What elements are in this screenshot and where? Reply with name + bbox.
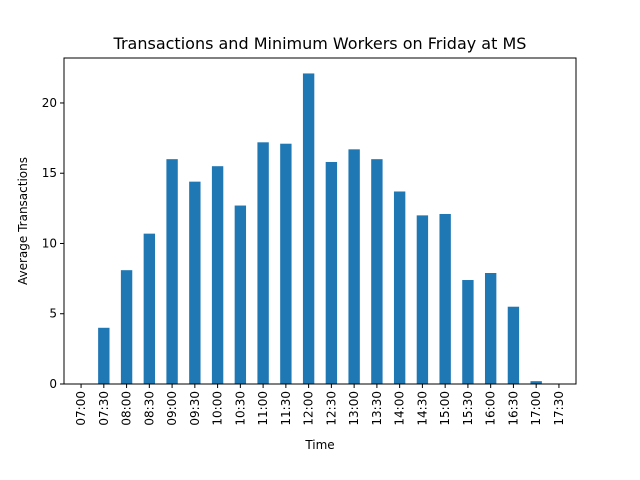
bar-1530	[462, 280, 474, 384]
chart-title: Transactions and Minimum Workers on Frid…	[113, 34, 527, 53]
y-tick-label: 20	[42, 96, 57, 110]
bars-group	[98, 73, 542, 384]
x-tick-label: 13:00	[347, 391, 361, 426]
bar-0730	[98, 327, 110, 384]
x-tick-label: 10:30	[233, 391, 247, 426]
y-ticks-group: 0 5 10 15 20	[42, 96, 64, 391]
x-tick-label: 14:30	[415, 391, 429, 426]
y-tick-label: 0	[49, 377, 57, 391]
x-tick-label: 09:30	[188, 391, 202, 426]
bar-1130	[280, 143, 292, 384]
bar-1100	[257, 142, 269, 384]
x-tick-label: 15:00	[438, 391, 452, 426]
bar-1200	[302, 73, 315, 384]
x-tick-label: 13:30	[370, 391, 384, 426]
x-tick-label: 10:00	[211, 391, 225, 426]
x-tick-label: 11:30	[279, 391, 293, 426]
x-tick-label: 15:30	[461, 391, 475, 426]
x-tick-label: 09:00	[165, 391, 179, 426]
bar-1630	[507, 306, 520, 384]
bar-1000	[211, 166, 224, 384]
x-tick-label: 17:00	[529, 391, 543, 426]
bar-1230	[325, 161, 338, 384]
bar-1400	[393, 191, 406, 384]
plot-frame	[63, 57, 577, 385]
x-tick-label: 08:30	[142, 391, 156, 426]
bar-1700	[530, 381, 542, 384]
x-ticks-group: 07:00 07:30 08:00 08:30 09:00 09:30 10:00 10:30…	[74, 384, 566, 426]
x-tick-label: 16:00	[484, 391, 498, 426]
bar-1600	[484, 272, 497, 384]
bar-0830	[143, 233, 156, 384]
bar-1500	[439, 213, 451, 384]
y-tick-label: 15	[42, 166, 57, 180]
x-tick-label: 07:00	[74, 391, 88, 426]
y-tick-label: 10	[42, 236, 57, 250]
x-tick-label: 12:00	[302, 391, 316, 426]
x-tick-label: 12:30	[324, 391, 338, 426]
bar-0930	[189, 181, 201, 384]
bar-0800	[120, 270, 133, 384]
x-tick-label: 17:30	[552, 391, 566, 426]
bar-1030	[234, 205, 247, 384]
y-axis-label: Average Transactions	[16, 157, 30, 285]
bar-0900	[166, 159, 178, 384]
x-tick-label: 16:30	[506, 391, 520, 426]
bar-1330	[371, 159, 383, 384]
bar-1430	[416, 215, 429, 384]
y-tick-label: 5	[49, 307, 57, 321]
x-tick-label: 11:00	[256, 391, 270, 426]
x-tick-label: 14:00	[393, 391, 407, 426]
x-axis-label: Time	[304, 438, 334, 452]
x-tick-label: 07:30	[97, 391, 111, 426]
x-tick-label: 08:00	[120, 391, 134, 426]
bar-1300	[348, 149, 360, 384]
